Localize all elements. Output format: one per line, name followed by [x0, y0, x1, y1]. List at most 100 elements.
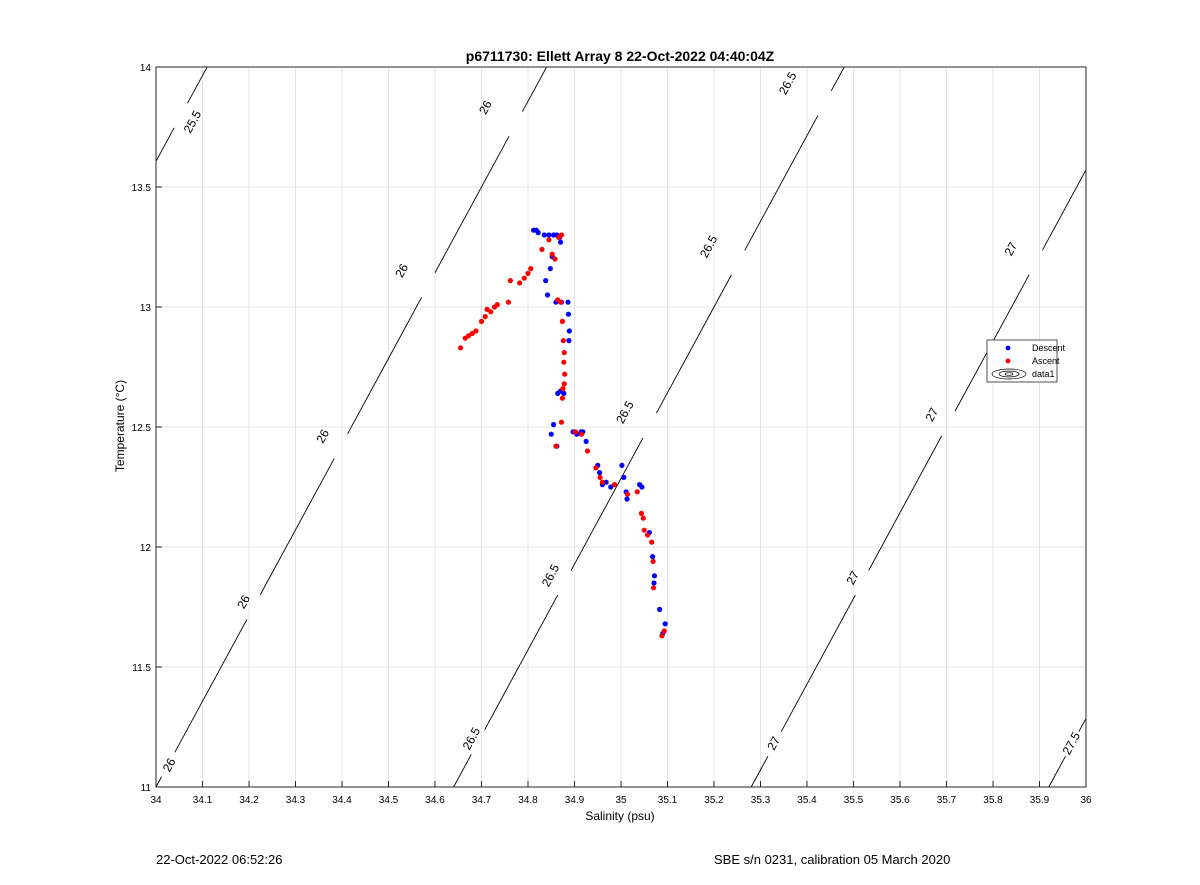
- descent-point: [603, 479, 609, 485]
- x-axis-label: Salinity (psu): [585, 809, 654, 823]
- ascent-point: [599, 479, 606, 485]
- isopycnal-26.5: [655, 274, 732, 414]
- instrument-calibration: SBE s/n 0231, calibration 05 March 2020: [714, 852, 951, 867]
- x-tick-label: 35.3: [751, 795, 771, 806]
- ascent-point: [559, 318, 566, 324]
- isopycnal-27: [750, 755, 769, 787]
- ascent-point: [593, 465, 599, 471]
- descent-point: [624, 496, 630, 502]
- axis-ticks: 34 34.1 34.2 34.3 34.4 34.5 34.6 34.7 34.8 34.9 35…: [132, 63, 1092, 806]
- x-tick-label: 34.2: [239, 795, 259, 806]
- plot-timestamp: 22-Oct-2022 06:52:26: [156, 852, 283, 867]
- ascent-point: [659, 633, 665, 639]
- ascent-point: [650, 585, 657, 591]
- descent-point: [621, 474, 627, 480]
- chart-title: p6711730: Ellett Array 8 22-Oct-2022 04:…: [466, 48, 775, 64]
- descent-point: [597, 470, 603, 476]
- contour-label: 27: [843, 568, 862, 587]
- legend-descent-marker: [1005, 345, 1011, 351]
- ascent-point: [557, 299, 564, 305]
- ascent-point: [507, 278, 513, 284]
- ascent-point: [562, 371, 568, 377]
- grid: [155, 66, 1087, 788]
- ascent-point: [561, 350, 567, 356]
- ascent-point: [505, 299, 512, 305]
- x-tick-label: 34.4: [332, 795, 352, 806]
- x-tick-label: 34.5: [379, 795, 399, 806]
- ascent-point: [640, 515, 646, 521]
- y-tick-label: 14: [140, 63, 152, 74]
- isopycnal-26.5: [484, 594, 559, 731]
- x-tick-label: 35.6: [890, 795, 910, 806]
- y-tick-label: 13.5: [132, 183, 152, 194]
- ascent-point: [641, 527, 647, 533]
- isopycnal-25.5: [156, 127, 175, 163]
- contour-label: 26.5: [613, 398, 637, 425]
- legend-ascent-label: Ascent: [1032, 356, 1060, 366]
- contour-label: 27.5: [1060, 730, 1084, 757]
- descent-point: [566, 328, 572, 334]
- descent-point: [608, 484, 614, 490]
- descent-point: [548, 431, 554, 437]
- contour-label: 26: [234, 592, 253, 611]
- x-tick-label: 34.1: [193, 795, 213, 806]
- x-tick-label: 35.2: [704, 795, 724, 806]
- contour-label: 26: [160, 756, 179, 775]
- contour-label: 26: [392, 261, 411, 280]
- ascent-point: [482, 314, 488, 320]
- legend-ascent-marker: [1005, 358, 1011, 364]
- isopycnal-25.5: [187, 67, 208, 104]
- x-tick-label: 34.8: [518, 795, 538, 806]
- x-tick-label: 35: [615, 795, 627, 806]
- descent-point: [662, 621, 668, 627]
- ascent-point: [552, 256, 558, 262]
- data-points: [457, 227, 668, 639]
- legend-box: [986, 339, 1058, 383]
- isopycnal-27: [780, 594, 856, 732]
- contour-label: 27: [922, 405, 941, 424]
- ascent-point: [494, 302, 500, 308]
- descent-point: [639, 484, 645, 490]
- contour-label: 26.5: [776, 70, 800, 97]
- isopycnal-26.5: [570, 437, 644, 571]
- isopycnal-26: [347, 297, 423, 435]
- ascent-point: [561, 381, 567, 387]
- isopycnal-26: [156, 776, 162, 787]
- x-tick-label: 35.7: [937, 795, 957, 806]
- ascent-point: [584, 448, 591, 454]
- descent-point: [565, 311, 572, 317]
- legend-descent-label: Descent: [1032, 343, 1066, 353]
- descent-point: [650, 554, 656, 560]
- isopycnal-26.5: [744, 115, 819, 251]
- legend-contour-icon: [991, 368, 1027, 380]
- descent-point: [544, 292, 551, 298]
- y-tick-label: 13: [140, 303, 152, 314]
- contour-label: 26.5: [697, 233, 721, 260]
- descent-point: [583, 438, 589, 444]
- x-tick-label: 35.8: [983, 795, 1003, 806]
- descent-point: [619, 462, 625, 468]
- legend: Descent Ascent data1: [986, 339, 1066, 383]
- y-tick-label: 12.5: [132, 423, 152, 434]
- isopycnal-26.5: [453, 754, 472, 787]
- descent-point: [541, 232, 547, 238]
- ascent-point: [560, 386, 566, 392]
- x-tick-label: 35.4: [797, 795, 817, 806]
- ascent-point: [578, 431, 585, 437]
- ascent-point: [611, 482, 618, 488]
- x-tick-label: 34: [150, 795, 162, 806]
- ascent-point: [558, 419, 565, 425]
- ascent-point: [539, 246, 545, 252]
- isopycnal-26: [174, 619, 248, 753]
- contour-label: 26.5: [539, 562, 563, 589]
- ascent-point: [553, 443, 559, 449]
- ascent-point: [478, 318, 485, 324]
- ascent-point: [521, 275, 527, 281]
- descent-point: [557, 239, 564, 245]
- ascent-point: [634, 489, 640, 495]
- ascent-point: [661, 628, 667, 634]
- ascent-point: [624, 491, 631, 497]
- ascent-point: [525, 270, 531, 276]
- descent-point: [546, 232, 552, 238]
